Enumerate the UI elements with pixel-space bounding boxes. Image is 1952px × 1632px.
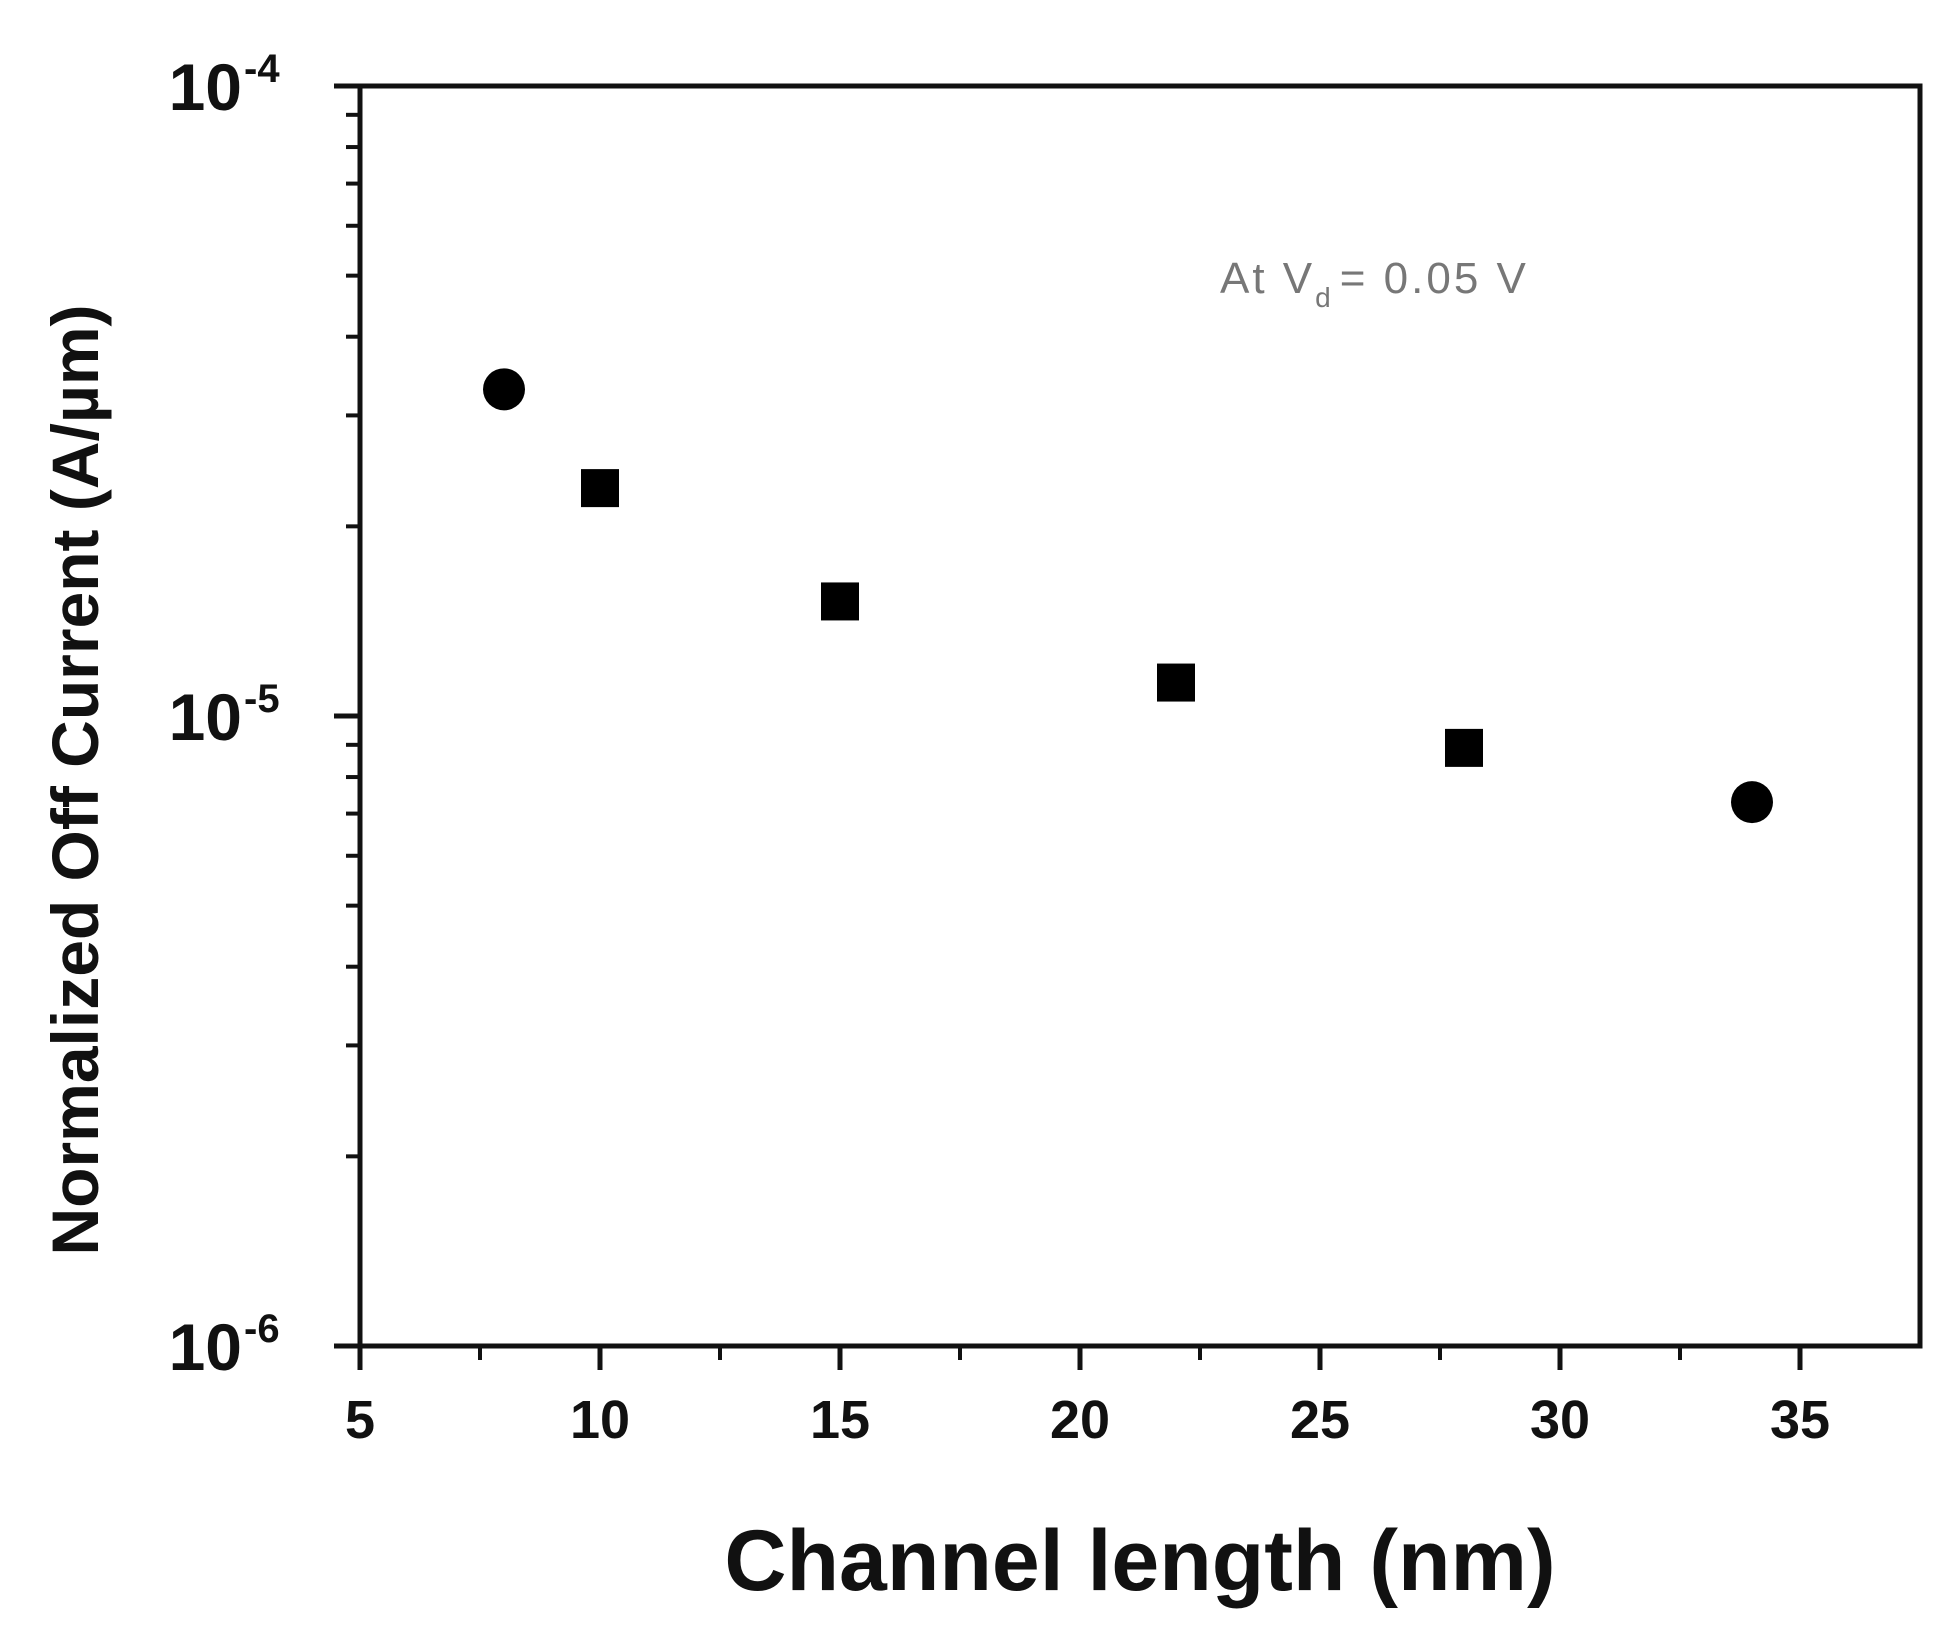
data-point-circle [483, 368, 525, 411]
data-point-square [1445, 728, 1483, 767]
data-point-circle [1731, 781, 1773, 824]
x-axis-ticks [357, 1346, 1803, 1370]
y-tick-label: 10 [169, 50, 242, 124]
data-point-square [821, 582, 859, 621]
x-axis-tick-labels: 5 10 15 20 25 30 35 [345, 1390, 1830, 1450]
annotation: At Vd = 0.05 V [1220, 254, 1529, 313]
data-points [483, 368, 1773, 824]
y-tick-label: 10 [169, 680, 242, 754]
x-tick-label: 10 [570, 1390, 630, 1450]
y-tick-exponent: -5 [244, 677, 280, 721]
x-tick-label: 5 [345, 1390, 375, 1450]
x-axis-title: Channel length (nm) [724, 1513, 1555, 1609]
annotation-prefix: At V [1220, 254, 1315, 303]
y-tick-exponent: -4 [244, 47, 280, 91]
y-axis-title: Normalized Off Current (A/µm) [38, 304, 112, 1255]
annotation-subscript: d [1315, 282, 1334, 313]
annotation-suffix: = 0.05 V [1340, 254, 1529, 303]
y-axis-tick-labels: 10-610-510-4 [169, 47, 281, 1384]
x-tick-label: 20 [1050, 1390, 1110, 1450]
plot-frame [357, 83, 1923, 1349]
x-tick-label: 15 [810, 1390, 870, 1450]
y-axis-ticks [334, 83, 360, 1349]
x-tick-label: 30 [1530, 1390, 1590, 1450]
data-point-square [581, 469, 619, 508]
y-tick-label: 10 [169, 1310, 242, 1384]
x-tick-label: 25 [1290, 1390, 1350, 1450]
x-tick-label: 35 [1770, 1390, 1830, 1450]
data-point-square [1157, 663, 1195, 702]
y-tick-exponent: -6 [244, 1307, 280, 1351]
